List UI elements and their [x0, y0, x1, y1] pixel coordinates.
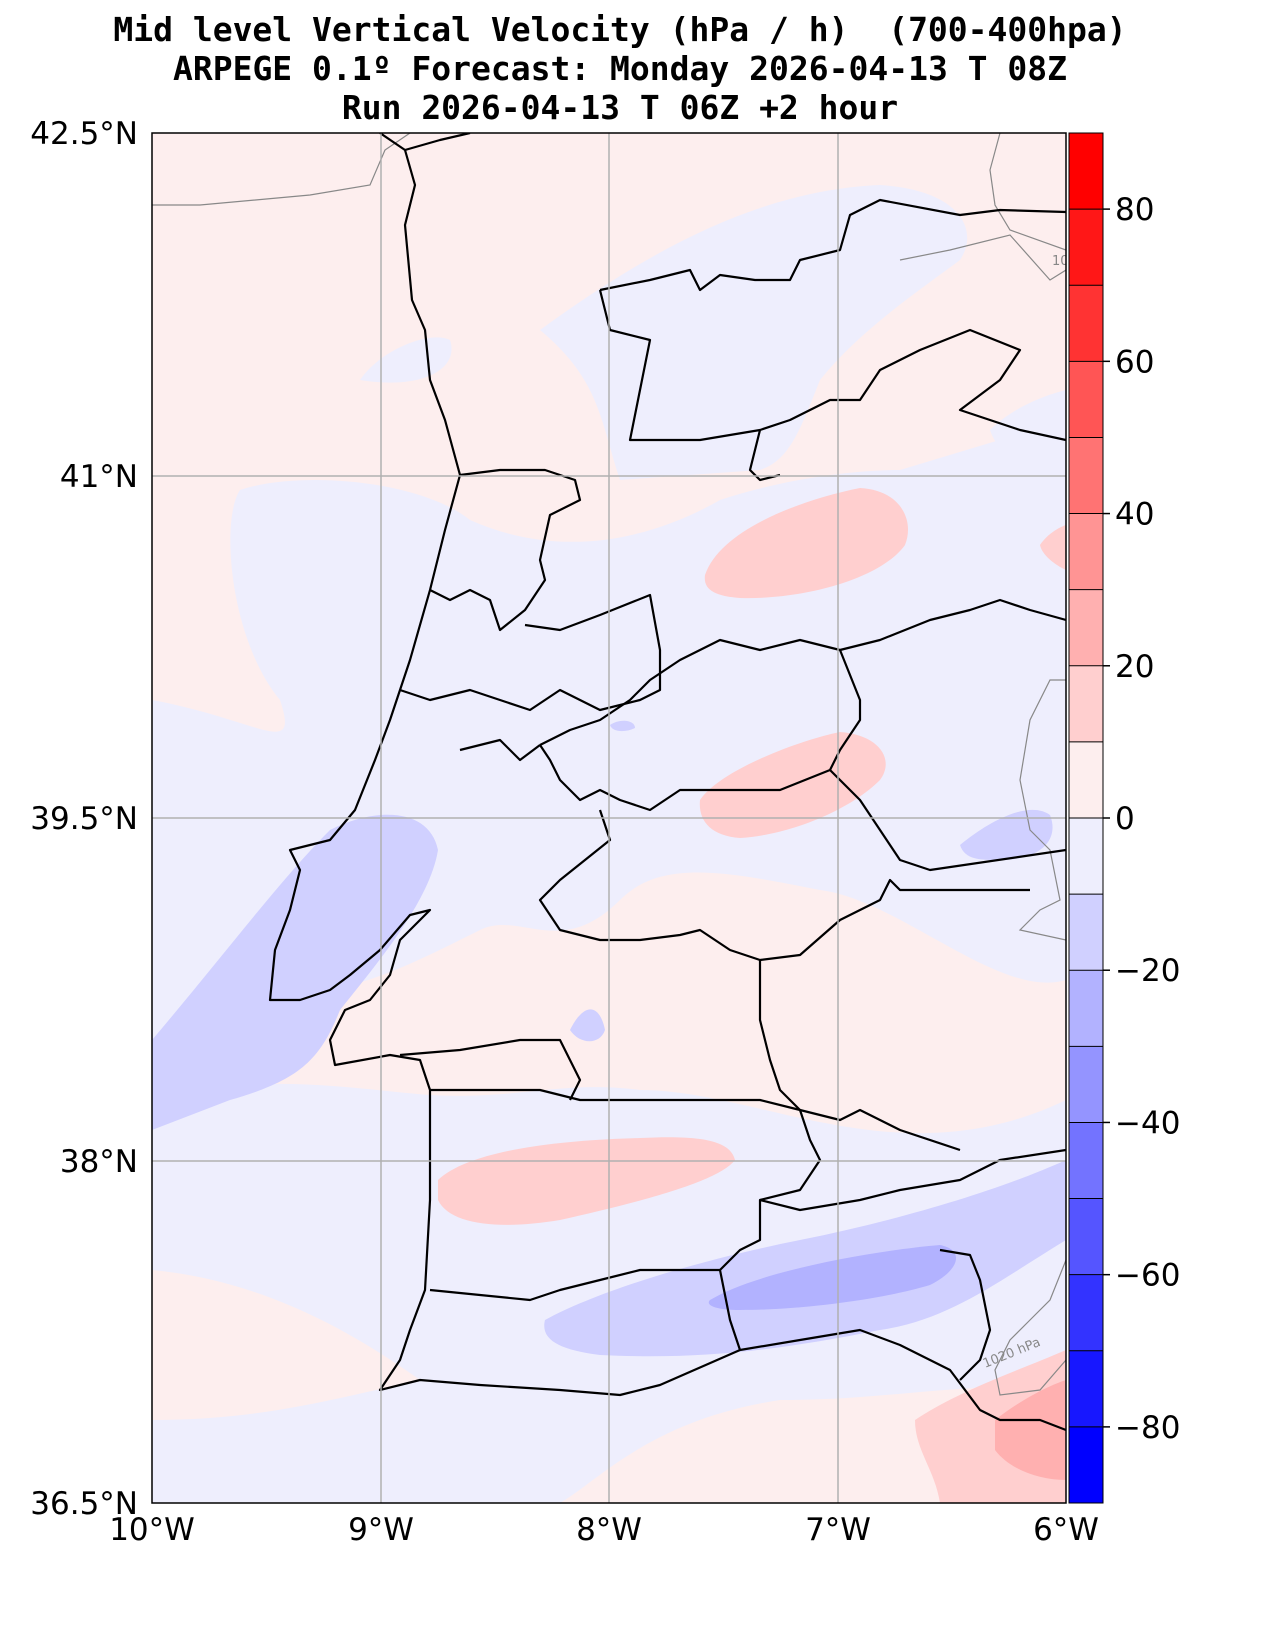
- colorbar-band: [1069, 741, 1103, 818]
- title-line-3: Run 2026-04-13 T 06Z +2 hour: [341, 88, 899, 127]
- colorbar-tick-label: −80: [1115, 1410, 1180, 1446]
- colorbar-band: [1069, 1198, 1103, 1275]
- lat-tick-label: 36.5°N: [30, 1486, 138, 1522]
- colorbar-band: [1069, 513, 1103, 590]
- title-line-2: ARPEGE 0.1º Forecast: Monday 2026-04-13 …: [172, 49, 1068, 88]
- colorbar-tick-label: 60: [1115, 344, 1154, 380]
- colorbar-band: [1069, 970, 1103, 1047]
- field-positive-strong: [995, 1380, 1066, 1480]
- colorbar-band: [1069, 589, 1103, 666]
- colorbar-tick-label: −40: [1115, 1105, 1180, 1141]
- field-negative-moderate: [152, 720, 1066, 1357]
- colorbar-band: [1069, 285, 1103, 362]
- lat-tick-label: 39.5°N: [30, 801, 138, 837]
- lon-tick-label: 6°W: [1033, 1512, 1099, 1548]
- longitude-axis: 10°W 9°W 8°W 7°W 6°W: [109, 1512, 1099, 1548]
- colorbar-band: [1069, 1426, 1103, 1503]
- field-negative-strong: [708, 1245, 957, 1310]
- gridlines: [152, 133, 1066, 1503]
- colorbar-band: [1069, 133, 1103, 210]
- colorbar-tick-label: 0: [1115, 801, 1135, 837]
- colorbar-band: [1069, 665, 1103, 742]
- isobar-label: 10: [1052, 254, 1069, 269]
- colorbar-band: [1069, 1122, 1103, 1199]
- colorbar-band: [1069, 894, 1103, 971]
- title-line-1: Mid level Vertical Velocity (hPa / h) (7…: [113, 10, 1127, 49]
- lon-tick-label: 9°W: [348, 1512, 414, 1548]
- map-area: 1020 hPa 10: [152, 133, 1069, 1503]
- map-frame: [151, 132, 1067, 1504]
- lat-tick-label: 41°N: [60, 459, 138, 495]
- lon-tick-label: 7°W: [805, 1512, 871, 1548]
- colorbar-band: [1069, 361, 1103, 438]
- colorbar-tick-label: 20: [1115, 649, 1154, 685]
- isobars: [152, 133, 1066, 1396]
- coastline: [268, 133, 1066, 1432]
- colorbar-tick-label: 40: [1115, 497, 1154, 533]
- colorbar-band: [1069, 1274, 1103, 1351]
- colorbar-band: [1069, 209, 1103, 286]
- lat-tick-label: 38°N: [60, 1144, 138, 1180]
- colorbar-tick-label: −60: [1115, 1258, 1180, 1294]
- lon-tick-label: 10°W: [109, 1512, 195, 1548]
- lon-tick-label: 8°W: [576, 1512, 642, 1548]
- colorbar: 80 60 40 20 0 −20 −40 −60 −80: [1068, 132, 1180, 1504]
- colorbar-band: [1069, 818, 1103, 895]
- latitude-axis: 42.5°N 41°N 39.5°N 38°N 36.5°N: [30, 116, 138, 1522]
- chart-title: Mid level Vertical Velocity (hPa / h) (7…: [0, 10, 1240, 127]
- colorbar-tick-label: −20: [1115, 953, 1180, 989]
- colorbar-band: [1069, 1046, 1103, 1123]
- colorbar-band: [1069, 1350, 1103, 1427]
- colorbar-frame: [1068, 132, 1104, 1504]
- colorbar-tick-label: 80: [1115, 192, 1154, 228]
- colorbar-band: [1069, 437, 1103, 514]
- lat-tick-label: 42.5°N: [30, 116, 138, 152]
